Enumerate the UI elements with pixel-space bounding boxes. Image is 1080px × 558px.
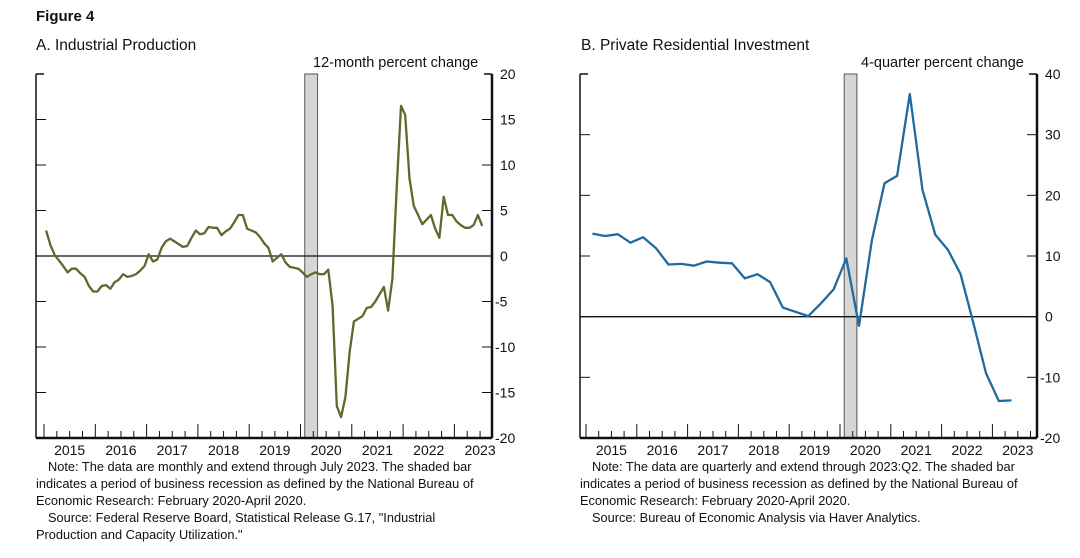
panel-b-ytick-label: 20 [1045,187,1061,203]
panel-b-chart: 40 30 20 10 0 -10 -20 2015 2016 2017 2018 2019 2020 2… [579,66,1061,458]
panel-b-xtick-label: 2022 [951,442,982,458]
panel-b-xtick-label: 2020 [850,442,881,458]
panel-a-xtick-label: 2022 [413,442,444,458]
panel-a-ytick-label: 5 [500,203,508,219]
panel-a-xtick-label: 2021 [362,442,393,458]
panel-a-ytick-label: -10 [495,339,515,355]
panel-a-notes: Note: The data are monthly and extend th… [36,458,496,543]
panel-b-units-label: 4-quarter percent change [861,55,1024,71]
panel-a-source: Source: Federal Reserve Board, Statistic… [36,510,436,542]
panel-a-xtick-label: 2016 [105,442,136,458]
panel-a-units-label: 12-month percent change [313,55,479,71]
panel-b-xtick-label: 2017 [697,442,728,458]
panel-a-xtick-label: 2015 [54,442,85,458]
panel-b-series-line [592,92,1012,403]
panel-b-ytick-label: 30 [1045,127,1061,143]
panel-b-note: Note: The data are quarterly and extend … [580,459,1018,508]
panel-a-ytick-label: 20 [500,66,516,82]
panel-b-xtick-label: 2021 [901,442,932,458]
panel-b-recession-band [843,73,858,439]
panel-a-title: A. Industrial Production [36,37,197,54]
panel-a-ytick-label: -5 [495,294,508,310]
panel-a-note: Note: The data are monthly and extend th… [36,459,474,508]
panel-a-ytick-label: -20 [495,430,515,446]
panel-a-ytick-label: 10 [500,157,516,173]
panel-b-xtick-label: 2016 [647,442,678,458]
panel-a-xtick-label: 2018 [208,442,239,458]
panel-a-xtick-label: 2023 [464,442,495,458]
panel-b-source: Source: Bureau of Economic Analysis via … [592,510,921,525]
panel-b-xtick-label: 2018 [748,442,779,458]
panel-b-xtick-label: 2015 [596,442,627,458]
panel-b-xtick-label: 2019 [799,442,830,458]
panel-a-xtick-label: 2019 [259,442,290,458]
panel-a-ytick-label: -15 [495,385,515,401]
panel-b-ytick-label: 10 [1045,248,1061,264]
panel-b-ytick-label: -20 [1040,430,1060,446]
panel-a-series-line [44,104,484,419]
panel-b-notes: Note: The data are quarterly and extend … [580,458,1060,526]
panel-b-xtick-label: 2023 [1002,442,1033,458]
panel-b-ytick-label: -10 [1040,369,1060,385]
panel-a-xtick-label: 2017 [157,442,188,458]
panel-b-title: B. Private Residential Investment [581,37,810,54]
panel-a-xtick-label: 2020 [311,442,342,458]
panel-b-ytick-label: 40 [1045,66,1061,82]
panel-a-ytick-label: 15 [500,112,516,128]
panel-b-ytick-label: 0 [1045,309,1053,325]
figure-title: Figure 4 [36,8,95,25]
panel-a-ytick-label: 0 [500,248,508,264]
